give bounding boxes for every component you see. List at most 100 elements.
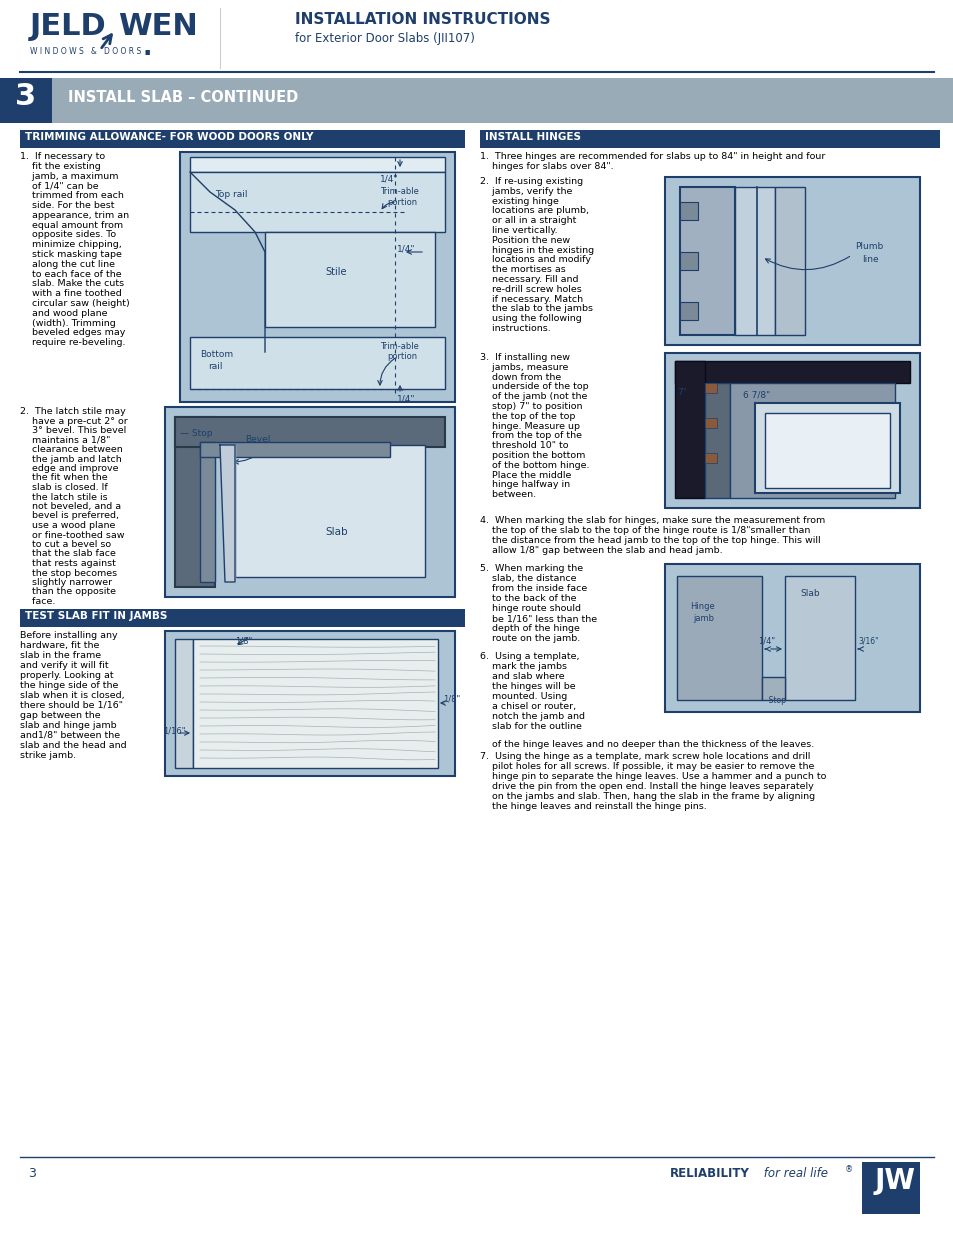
Text: slab, the distance: slab, the distance — [479, 574, 576, 583]
Text: edge and improve: edge and improve — [20, 464, 118, 473]
Bar — [200, 442, 390, 457]
Text: side. For the best: side. For the best — [20, 201, 114, 210]
Text: 7.  Using the hinge as a template, mark screw hole locations and drill: 7. Using the hinge as a template, mark s… — [479, 752, 809, 761]
Text: opposite sides. To: opposite sides. To — [20, 231, 116, 240]
Text: locations are plumb,: locations are plumb, — [479, 206, 588, 215]
Text: equal amount from: equal amount from — [20, 221, 123, 230]
Bar — [704, 383, 717, 393]
Bar — [234, 445, 424, 577]
Text: the fit when the: the fit when the — [20, 473, 108, 483]
Bar — [784, 576, 854, 700]
Text: the distance from the head jamb to the top of the top hinge. This will: the distance from the head jamb to the t… — [479, 536, 820, 545]
Text: Top rail: Top rail — [214, 190, 247, 199]
Bar — [200, 442, 214, 582]
Text: portion: portion — [387, 198, 416, 207]
Text: gap between the: gap between the — [20, 711, 100, 720]
Text: the stop becomes: the stop becomes — [20, 568, 117, 578]
Text: Place the middle: Place the middle — [479, 471, 571, 479]
Text: depth of the hinge: depth of the hinge — [479, 624, 579, 634]
Text: 1/16": 1/16" — [163, 726, 185, 735]
Text: to each face of the: to each face of the — [20, 269, 121, 279]
Text: of 1/4" can be: of 1/4" can be — [20, 182, 98, 190]
Text: 1/4": 1/4" — [758, 636, 774, 645]
Text: slab and the head and: slab and the head and — [20, 741, 127, 750]
Text: between.: between. — [479, 490, 536, 499]
Text: strike jamb.: strike jamb. — [20, 751, 76, 760]
Text: TRIMMING ALLOWANCE- FOR WOOD DOORS ONLY: TRIMMING ALLOWANCE- FOR WOOD DOORS ONLY — [25, 132, 314, 142]
Text: Slab: Slab — [325, 527, 347, 537]
Text: —Stop: —Stop — [761, 697, 786, 705]
Text: 1/4": 1/4" — [396, 245, 416, 253]
Bar — [764, 412, 889, 488]
Text: Trim-able: Trim-able — [379, 342, 418, 351]
Text: WEN: WEN — [118, 12, 197, 41]
Text: allow 1/8" gap between the slab and head jamb.: allow 1/8" gap between the slab and head… — [479, 546, 721, 555]
Bar — [174, 417, 214, 587]
Text: 1.  If necessary to: 1. If necessary to — [20, 152, 105, 161]
Text: hinge halfway in: hinge halfway in — [479, 480, 570, 489]
Text: the latch stile is: the latch stile is — [20, 493, 108, 501]
Bar — [193, 638, 437, 768]
Text: Slab: Slab — [800, 589, 819, 598]
Bar — [729, 383, 894, 498]
Text: .: . — [143, 36, 152, 61]
Text: underside of the top: underside of the top — [479, 383, 588, 391]
Text: and verify it will fit: and verify it will fit — [20, 661, 109, 671]
Text: the hinge leaves and reinstall the hinge pins.: the hinge leaves and reinstall the hinge… — [479, 802, 706, 811]
Text: pilot holes for all screws. If possible, it may be easier to remove the: pilot holes for all screws. If possible,… — [479, 762, 814, 771]
Bar — [0, 78, 953, 124]
Text: 3: 3 — [15, 82, 36, 111]
Text: or all in a straight: or all in a straight — [479, 216, 576, 225]
Text: to the back of the: to the back of the — [479, 594, 576, 603]
Text: down from the: down from the — [479, 373, 560, 382]
Text: 5.  When marking the: 5. When marking the — [479, 564, 582, 573]
Text: slightly narrower: slightly narrower — [20, 578, 112, 587]
Text: that rests against: that rests against — [20, 559, 115, 568]
Text: 3.  If installing new: 3. If installing new — [479, 353, 569, 362]
Bar — [754, 403, 899, 493]
Text: have a pre-cut 2° or: have a pre-cut 2° or — [20, 416, 128, 426]
Text: be 1/16" less than the: be 1/16" less than the — [479, 614, 597, 622]
Text: trimmed from each: trimmed from each — [20, 191, 124, 200]
Bar — [190, 172, 444, 232]
Bar — [774, 186, 804, 335]
Text: there should be 1/16": there should be 1/16" — [20, 701, 123, 710]
Text: re-drill screw holes: re-drill screw holes — [479, 285, 581, 294]
Text: and1/8" between the: and1/8" between the — [20, 731, 120, 740]
Text: slab is closed. If: slab is closed. If — [20, 483, 108, 492]
Text: (width). Trimming: (width). Trimming — [20, 319, 115, 327]
Bar — [675, 361, 704, 498]
Text: 1/8": 1/8" — [234, 636, 252, 645]
Bar — [190, 337, 444, 389]
Text: 4.  When marking the slab for hinges, make sure the measurement from: 4. When marking the slab for hinges, mak… — [479, 516, 824, 525]
Bar — [679, 203, 698, 220]
Text: route on the jamb.: route on the jamb. — [479, 634, 579, 643]
Text: the mortises as: the mortises as — [479, 266, 565, 274]
Bar — [704, 383, 729, 498]
Bar — [174, 417, 444, 447]
Text: JW: JW — [874, 1167, 915, 1195]
Text: and wood plane: and wood plane — [20, 309, 108, 317]
Bar — [664, 353, 919, 508]
Text: line vertically.: line vertically. — [479, 226, 558, 235]
Bar — [679, 186, 734, 335]
Text: mounted. Using: mounted. Using — [479, 692, 567, 701]
Text: Trim-able: Trim-able — [379, 186, 418, 196]
Text: threshold 10" to: threshold 10" to — [479, 441, 568, 451]
Text: INSTALL HINGES: INSTALL HINGES — [484, 132, 580, 142]
Text: from the inside face: from the inside face — [479, 584, 587, 593]
Text: existing hinge: existing hinge — [479, 196, 558, 205]
Bar — [679, 252, 698, 270]
Text: 1.  Three hinges are recommended for slabs up to 84" in height and four: 1. Three hinges are recommended for slab… — [479, 152, 824, 161]
Text: jambs, verify the: jambs, verify the — [479, 186, 572, 196]
Text: if necessary. Match: if necessary. Match — [479, 295, 582, 304]
Text: 7": 7" — [677, 388, 686, 396]
Text: minimize chipping,: minimize chipping, — [20, 240, 122, 249]
Text: and slab where: and slab where — [479, 672, 564, 680]
Bar — [174, 638, 193, 768]
Text: the hinges will be: the hinges will be — [479, 682, 575, 692]
Text: face.: face. — [20, 597, 55, 606]
Polygon shape — [220, 445, 234, 582]
Text: stop) 7" to position: stop) 7" to position — [479, 403, 582, 411]
Text: stick masking tape: stick masking tape — [20, 249, 122, 259]
